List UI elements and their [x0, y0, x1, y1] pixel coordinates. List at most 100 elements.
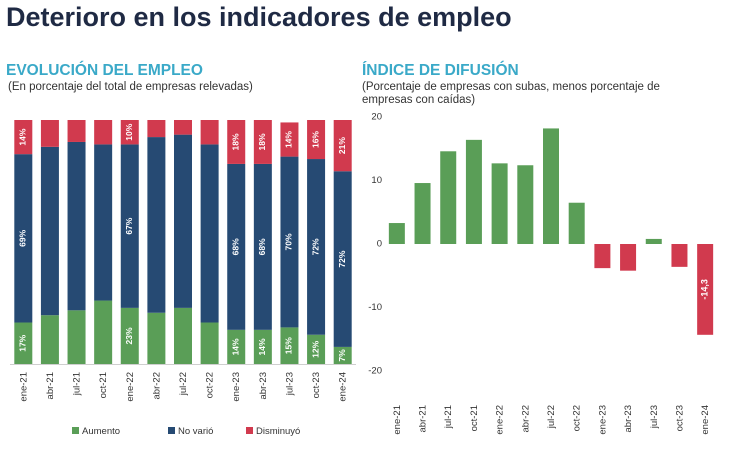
x-tick-label: ene-21	[392, 405, 403, 435]
x-tick-label: oct-22	[572, 405, 583, 431]
bar	[388, 223, 405, 244]
x-tick-label: jul-22	[546, 405, 557, 429]
employment-evolution-chart: 17% 69% 14% ene-21 abr-21 jul-21 oct-21 23% 67% 1…	[10, 120, 356, 437]
bar-segment-disminuy-	[120, 120, 139, 145]
x-tick-label: ene-24	[338, 372, 349, 402]
bar-segment-disminuy-	[253, 120, 272, 164]
x-tick-label: abr-23	[258, 372, 269, 399]
bar-segment-disminuy-	[333, 120, 352, 172]
x-tick-label: abr-21	[418, 405, 429, 432]
bar-segment-disminuy-	[174, 120, 192, 135]
bar-segment-aumento	[40, 315, 59, 364]
x-tick-label: ene-22	[495, 405, 506, 435]
bar-segment-aumento	[280, 327, 299, 364]
left-chart-subtitle: (En porcentaje del total de empresas rel…	[8, 81, 253, 93]
x-tick-label: abr-22	[520, 405, 531, 432]
x-tick-label: oct-21	[469, 405, 480, 431]
bar	[440, 151, 457, 244]
data-label: 14%	[284, 131, 294, 148]
x-tick-label: jul-23	[649, 405, 660, 429]
bar	[543, 128, 559, 244]
y-tick-label: 10	[371, 175, 382, 186]
legend-label: No varió	[178, 426, 213, 437]
x-tick-label: abr-21	[45, 372, 56, 399]
bar-segment-disminuy-	[40, 120, 59, 147]
x-tick-label: ene-23	[597, 405, 608, 435]
data-label: 72%	[337, 250, 347, 267]
legend-label: Aumento	[82, 426, 120, 437]
bar-segment-aumento	[333, 346, 352, 364]
data-label: 14%	[230, 338, 240, 355]
bar-segment-disminuy-	[227, 120, 246, 164]
bar-segment-no-vari-	[120, 144, 139, 308]
bar	[620, 244, 637, 271]
data-label: 23%	[124, 327, 134, 344]
bar	[645, 238, 662, 244]
x-tick-label: jul-21	[72, 372, 83, 396]
data-label: 21%	[337, 137, 347, 154]
bar-segment-aumento	[253, 329, 272, 364]
bar-segment-aumento	[94, 300, 113, 364]
bar-segment-disminuy-	[307, 120, 326, 160]
bar-segment-disminuy-	[67, 120, 86, 142]
data-label: 72%	[310, 238, 320, 255]
data-label: -14,3	[700, 279, 710, 300]
legend-label: Disminuyó	[256, 426, 300, 437]
bar	[517, 165, 534, 244]
bar	[568, 202, 585, 244]
bar-segment-aumento	[174, 307, 192, 364]
bar-segment-disminuy-	[147, 120, 166, 138]
y-tick-label: 0	[377, 239, 382, 250]
bar-segment-no-vari-	[14, 154, 33, 323]
data-label: 67%	[124, 217, 134, 234]
bar-segment-aumento	[307, 334, 326, 364]
bar-segment-disminuy-	[200, 120, 219, 145]
bar	[594, 244, 611, 269]
legend-swatch	[168, 427, 175, 434]
data-label: 12%	[310, 340, 320, 357]
data-label: 70%	[284, 233, 294, 250]
bar-segment-no-vari-	[200, 144, 219, 323]
x-tick-label: ene-22	[125, 372, 136, 402]
x-tick-label: ene-24	[700, 405, 711, 435]
data-label: 10%	[124, 123, 134, 140]
bar-segment-no-vari-	[227, 163, 246, 330]
bar-segment-aumento	[200, 322, 219, 364]
bar-segment-no-vari-	[40, 146, 59, 316]
bar-segment-aumento	[14, 322, 33, 364]
bar-segment-no-vari-	[174, 134, 192, 308]
x-tick-label: jul-22	[178, 372, 189, 396]
bar-segment-no-vari-	[94, 144, 113, 301]
data-label: 18%	[257, 133, 267, 150]
x-tick-label: oct-22	[205, 372, 216, 398]
x-tick-label: oct-23	[674, 405, 685, 431]
data-label: 17%	[18, 334, 28, 351]
data-label: 68%	[230, 238, 240, 255]
diffusion-index-chart: 20 10 0 -10 -20 ene-21 abr-21 jul-21 oct-21 ene-2…	[368, 112, 714, 435]
data-label: 16%	[310, 131, 320, 148]
left-chart-title: EVOLUCIÓN DEL EMPLEO	[6, 62, 203, 79]
bar-segment-no-vari-	[333, 171, 352, 347]
data-label: 69%	[18, 229, 28, 246]
x-tick-label: jul-21	[443, 405, 454, 429]
bar-segment-no-vari-	[307, 159, 326, 335]
bar	[697, 244, 714, 335]
x-tick-label: abr-23	[623, 405, 634, 432]
data-label: 68%	[257, 238, 267, 255]
y-tick-label: -10	[368, 302, 382, 313]
bar-segment-no-vari-	[147, 137, 166, 313]
page-title: Deterioro en los indicadores de empleo	[6, 2, 512, 32]
x-tick-label: jul-23	[284, 372, 295, 396]
bar	[465, 139, 482, 244]
legend-swatch	[246, 427, 253, 434]
x-tick-label: abr-22	[151, 372, 162, 399]
x-tick-label: ene-21	[18, 372, 29, 402]
data-label: 14%	[257, 338, 267, 355]
bar-segment-disminuy-	[14, 120, 33, 155]
bar-segment-aumento	[120, 307, 139, 364]
bar-segment-aumento	[227, 329, 246, 364]
bar	[491, 163, 508, 244]
bar-segment-aumento	[147, 312, 166, 364]
data-label: 18%	[230, 133, 240, 150]
bar-segment-disminuy-	[280, 122, 299, 157]
